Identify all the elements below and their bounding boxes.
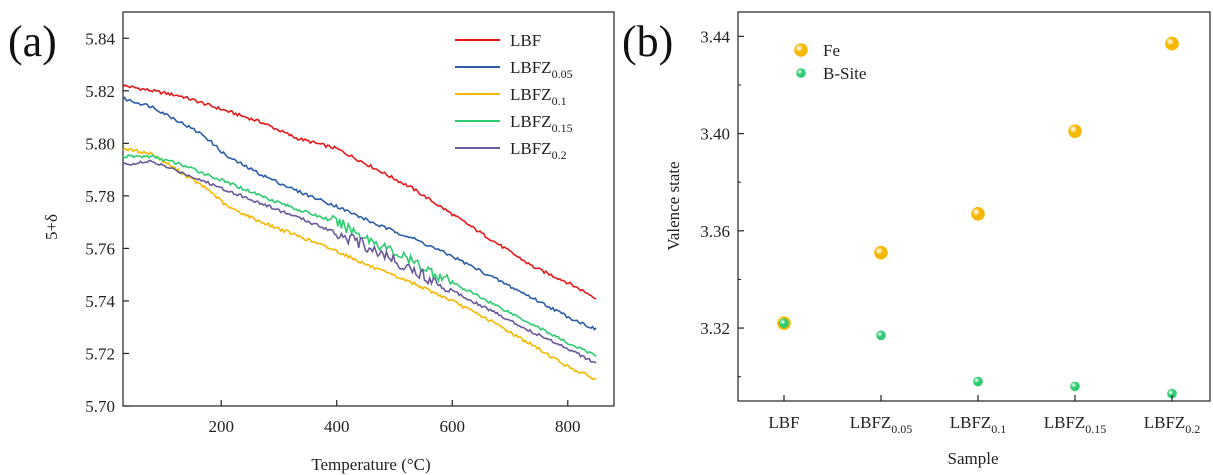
panel-a-x-tick-label: 400 bbox=[324, 417, 350, 436]
panel-a-x-tick-label: 200 bbox=[208, 417, 234, 436]
panel-a-x-ticks: 200 400 600 800 bbox=[208, 400, 581, 436]
panel-a-series-line-lbfz-02 bbox=[122, 159, 597, 364]
panel-a: (a) 200 400 600 800 5.70 5.72 5.74 5.76 5.78 5.8… bbox=[8, 11, 615, 474]
panel-a-y-tick-label: 5.72 bbox=[85, 344, 115, 363]
panel-b-x-tick-label: LBFZ0.2 bbox=[1144, 413, 1201, 436]
panel-a-frame bbox=[122, 11, 615, 407]
panel-a-series-line-lbfz-015 bbox=[122, 153, 597, 358]
panel-a-legend-label: LBFZ0.1 bbox=[510, 85, 567, 108]
panel-a-y-axis-title: 5+δ bbox=[42, 214, 61, 240]
panel-b-point-fe bbox=[1165, 36, 1179, 51]
panel-a-y-tick-label: 5.84 bbox=[85, 29, 115, 48]
panel-b-y-tick-label: 3.32 bbox=[700, 319, 730, 338]
panel-a-legend-label: LBFZ0.2 bbox=[510, 139, 567, 162]
panel-b-x-tick-label: LBFZ0.1 bbox=[950, 413, 1007, 436]
panel-b-y-tick-label: 3.36 bbox=[700, 222, 730, 241]
panel-a-legend-label: LBF bbox=[510, 31, 541, 50]
panel-b-y-tick-label: 3.40 bbox=[700, 125, 730, 144]
panel-b-plot-area bbox=[737, 11, 1211, 402]
panel-b-point-bsite bbox=[876, 330, 886, 341]
panel-b-y-tick-label: 3.44 bbox=[700, 27, 730, 46]
panel-b-letter: (b) bbox=[622, 17, 673, 66]
panel-a-y-tick-label: 5.76 bbox=[85, 239, 115, 258]
panel-b-x-tick-label: LBFZ0.15 bbox=[1044, 413, 1107, 436]
panel-a-x-tick-label: 600 bbox=[440, 417, 466, 436]
panel-b-x-ticks: LBF LBFZ0.05 LBFZ0.1 LBFZ0.15 LBFZ0.2 bbox=[768, 395, 1200, 436]
panel-b-legend-label: Fe bbox=[823, 41, 840, 60]
panel-b-frame bbox=[737, 11, 1211, 402]
panel-b-x-tick-label: LBF bbox=[768, 413, 799, 432]
panel-a-x-tick-label: 800 bbox=[555, 417, 581, 436]
panel-a-plot-area bbox=[122, 11, 615, 407]
panel-b-point-fe bbox=[971, 206, 985, 221]
panel-a-legend: LBF LBFZ0.05 LBFZ0.1 LBFZ0.15 LBFZ0.2 bbox=[455, 31, 573, 162]
panel-a-y-tick-label: 5.74 bbox=[85, 292, 115, 311]
panel-b-point-fe bbox=[874, 245, 888, 260]
panel-a-y-tick-label: 5.78 bbox=[85, 187, 115, 206]
panel-a-letter: (a) bbox=[8, 17, 57, 66]
panel-b-point-bsite bbox=[973, 376, 983, 387]
panel-b-x-tick-label: LBFZ0.05 bbox=[850, 413, 913, 436]
panel-b-point-bsite bbox=[779, 318, 789, 329]
panel-b: (b) LBF LBFZ0.05 LBFZ0.1 LBFZ0.15 LBFZ0.2 3.… bbox=[622, 11, 1211, 468]
panel-b-point-fe bbox=[1068, 124, 1082, 138]
panel-a-y-tick-label: 5.82 bbox=[85, 82, 115, 101]
panel-a-y-tick-label: 5.70 bbox=[85, 397, 115, 416]
panel-a-legend-label: LBFZ0.05 bbox=[510, 58, 573, 81]
panel-b-y-ticks: 3.32 3.36 3.40 3.44 bbox=[700, 27, 744, 378]
panel-b-point-bsite bbox=[1070, 381, 1080, 392]
panel-b-legend-marker bbox=[796, 68, 806, 78]
panel-b-x-axis-title: Sample bbox=[948, 449, 999, 468]
panel-b-y-axis-title: Valence state bbox=[664, 161, 683, 250]
panel-a-x-axis-title: Temperature (°C) bbox=[311, 455, 430, 474]
panel-b-legend-label: B-Site bbox=[823, 64, 866, 83]
panel-a-y-tick-label: 5.80 bbox=[85, 134, 115, 153]
panel-a-y-ticks: 5.70 5.72 5.74 5.76 5.78 5.80 5.82 5.84 bbox=[85, 29, 129, 416]
panel-a-legend-label: LBFZ0.15 bbox=[510, 112, 573, 135]
panel-a-series-line-lbf bbox=[122, 84, 597, 300]
panel-b-legend-marker bbox=[794, 43, 808, 57]
panel-a-series-line-lbfz-01 bbox=[122, 147, 597, 381]
panel-a-series-line-lbfz-005 bbox=[122, 96, 597, 331]
panel-b-legend: Fe B-Site bbox=[794, 41, 866, 83]
